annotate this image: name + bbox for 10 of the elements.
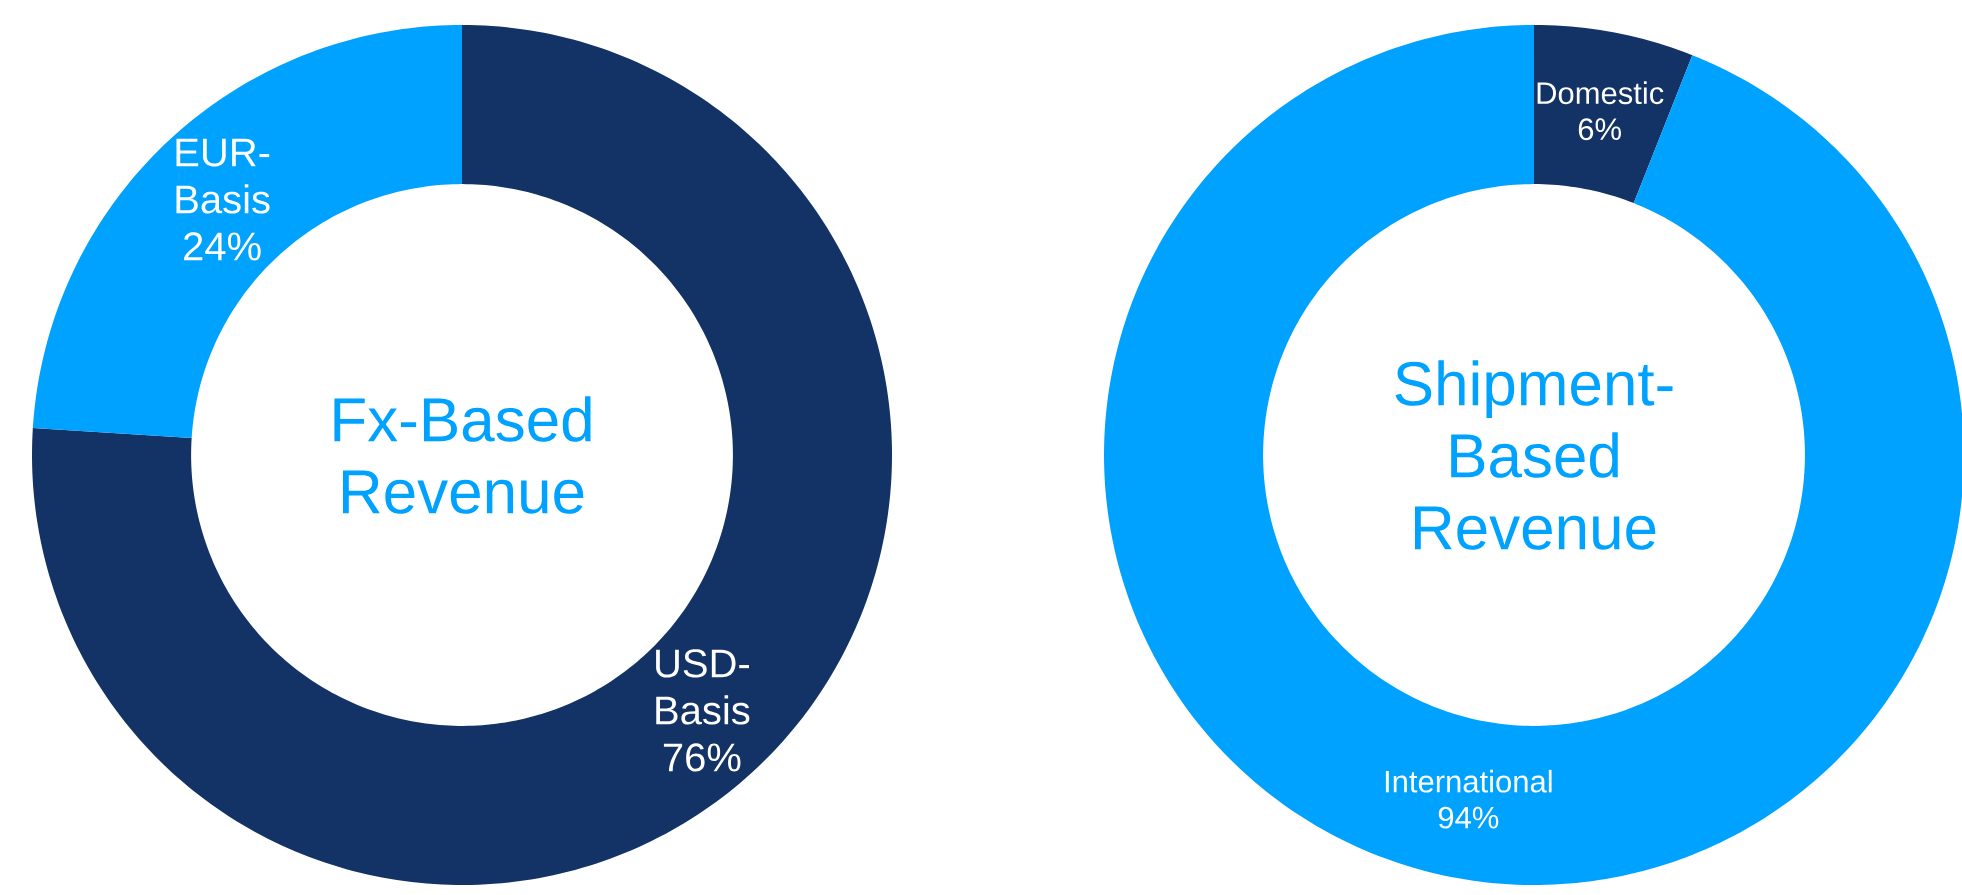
data-label: 6%	[1578, 118, 1621, 141]
data-label: 76%	[663, 743, 741, 772]
slice-label: International	[1385, 769, 1552, 793]
text: Shipment-Based Revenue	[1395, 360, 1673, 550]
slice-label: Domestic	[1537, 81, 1664, 105]
slice-label: USD-Basis	[656, 649, 750, 725]
data-label: 94%	[1438, 806, 1499, 829]
text: Fx-Based Revenue	[334, 396, 591, 514]
slice-label: EUR-Basis	[176, 138, 270, 214]
data-label: 24%	[184, 232, 261, 261]
